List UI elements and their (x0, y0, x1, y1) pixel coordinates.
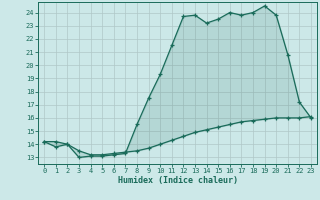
X-axis label: Humidex (Indice chaleur): Humidex (Indice chaleur) (118, 176, 238, 185)
